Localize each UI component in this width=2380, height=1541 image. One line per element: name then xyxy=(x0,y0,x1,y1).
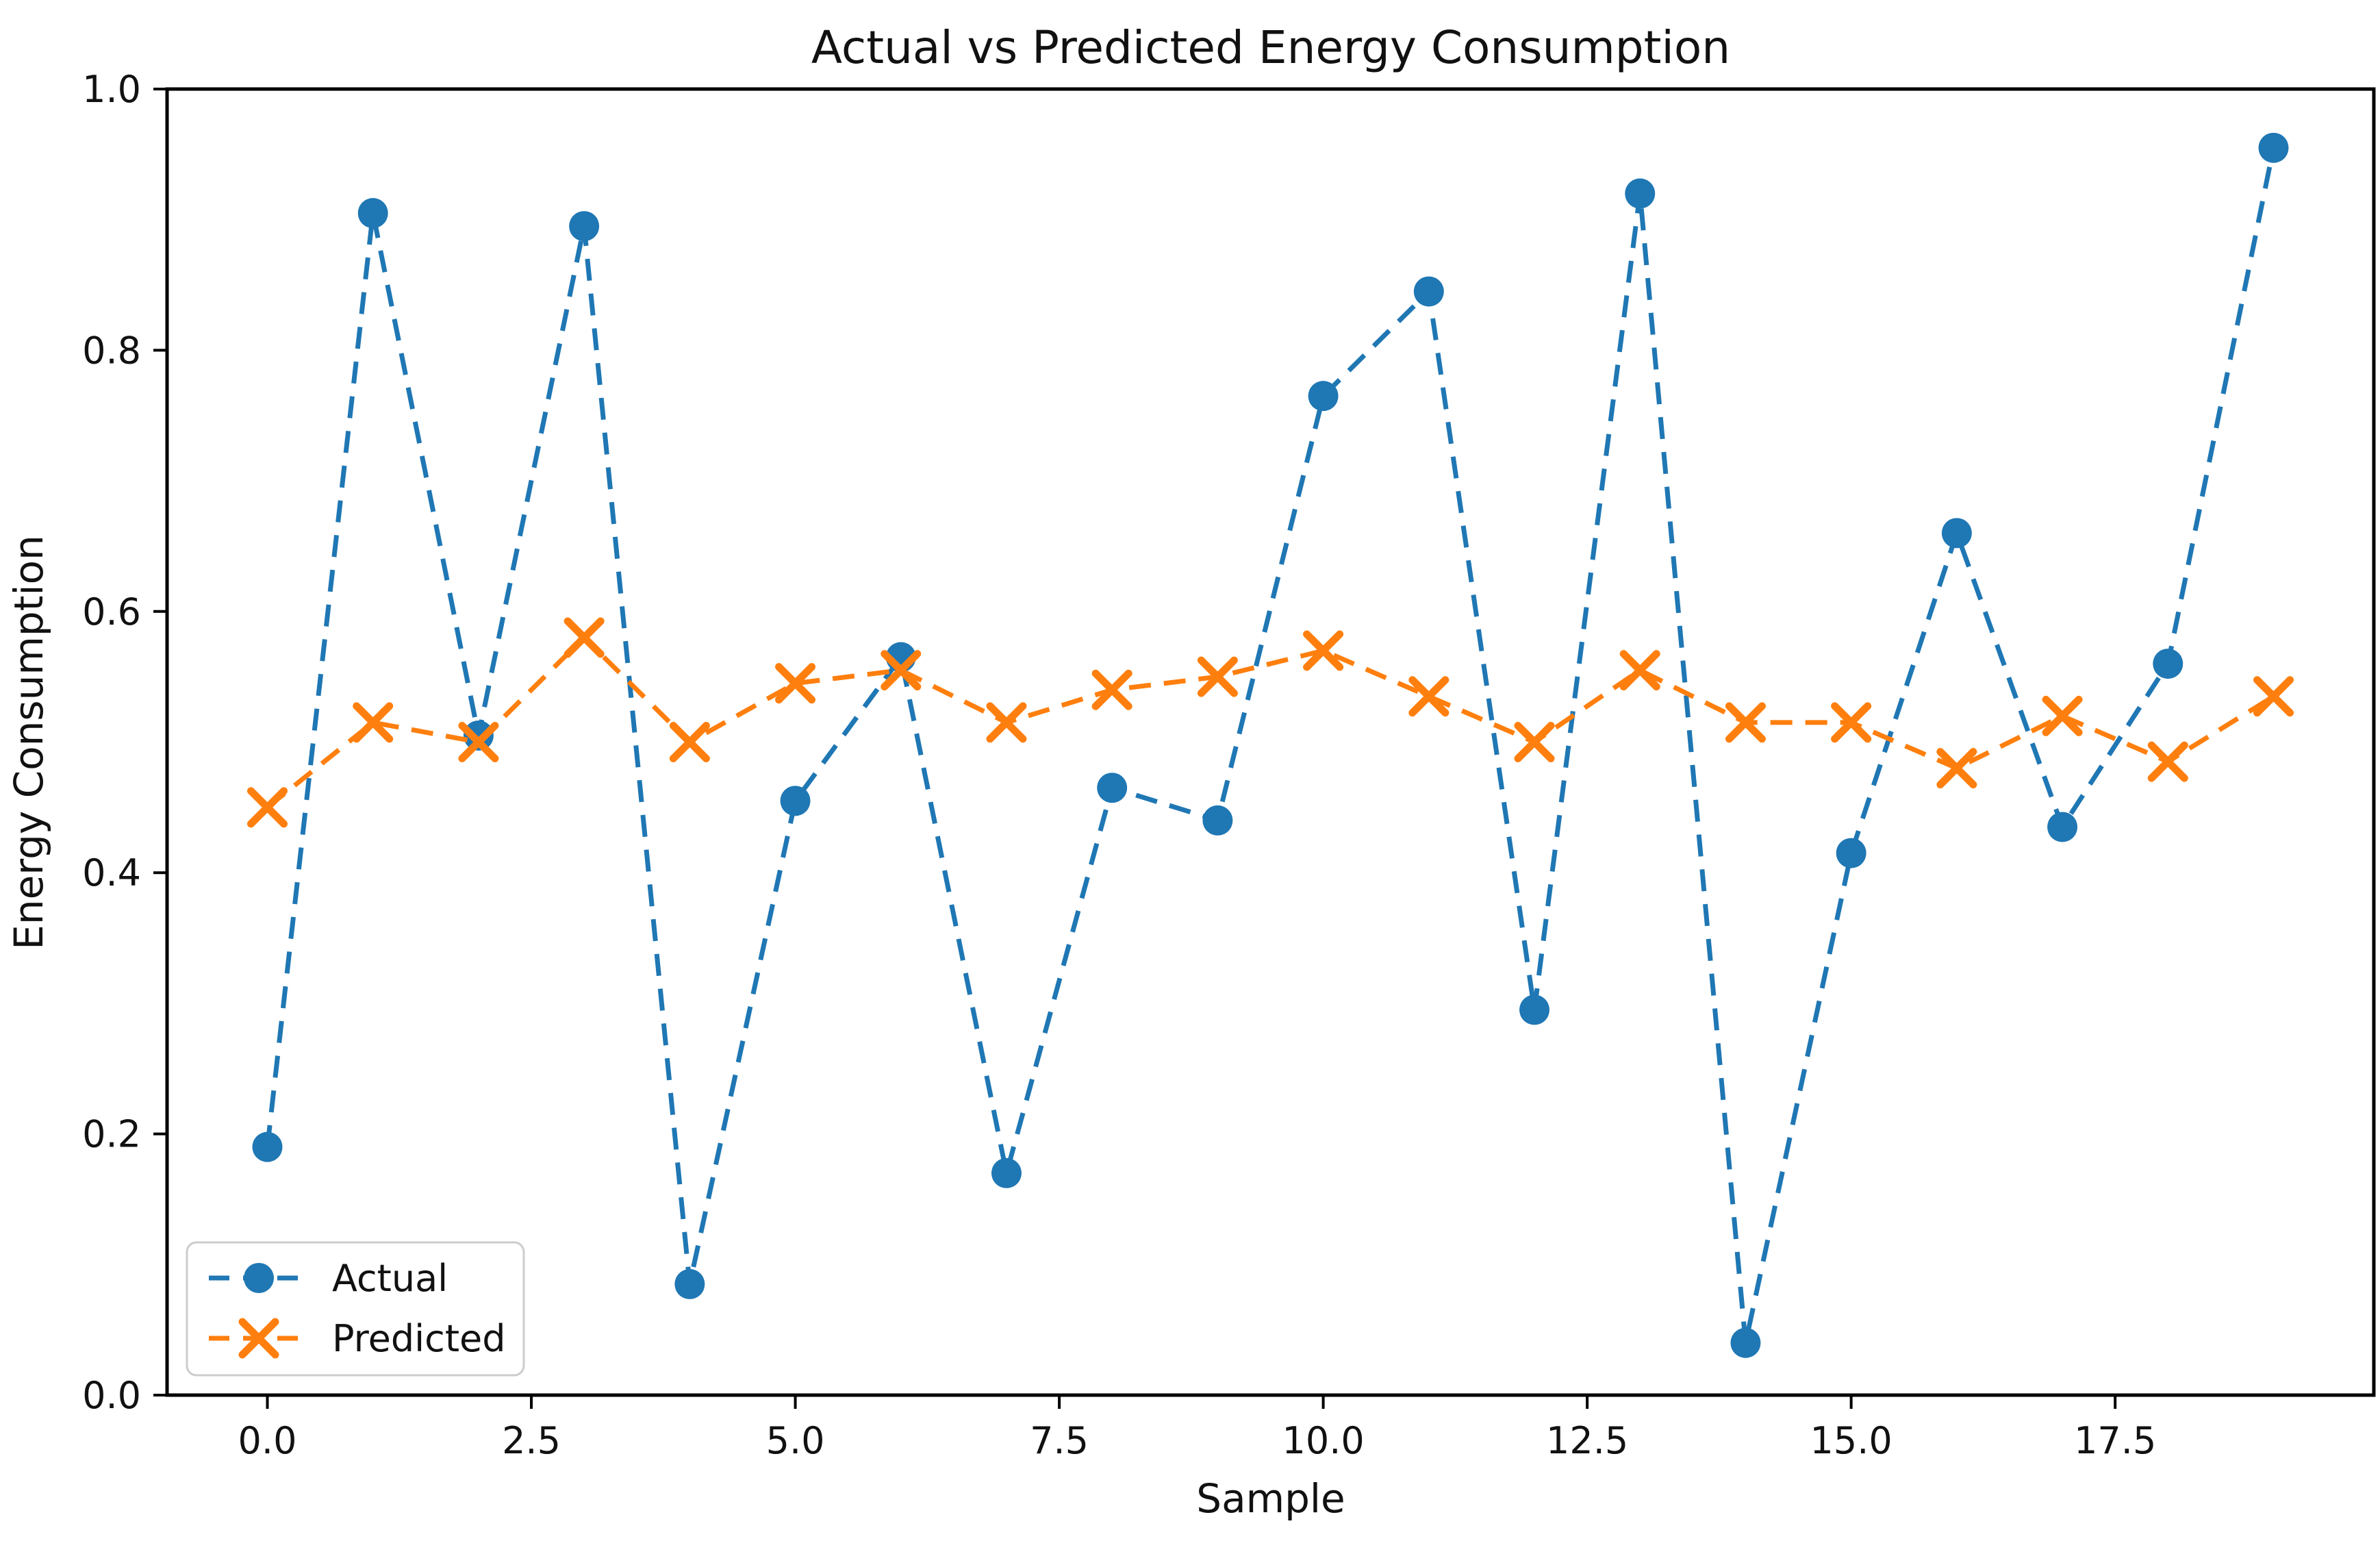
legend-entry-predicted: Predicted xyxy=(209,1317,506,1360)
data-point-actual xyxy=(1097,773,1128,803)
series-line-actual xyxy=(265,147,2276,1344)
plot-background xyxy=(167,89,2374,1395)
data-point-actual xyxy=(1941,518,1972,549)
series-predicted xyxy=(247,617,2294,828)
x-tick-label: 17.5 xyxy=(2074,1419,2156,1462)
legend-label: Predicted xyxy=(332,1317,506,1360)
data-point-predicted xyxy=(1408,676,1449,717)
data-point-predicted xyxy=(1514,722,1555,762)
data-point-predicted xyxy=(1619,650,1660,691)
data-point-actual xyxy=(1413,276,1444,307)
legend: Actual Predicted xyxy=(186,1241,525,1377)
data-point-predicted xyxy=(2147,741,2188,782)
data-point-actual xyxy=(1519,994,1550,1025)
data-point-actual xyxy=(1730,1327,1761,1358)
data-point-predicted xyxy=(1725,702,1766,743)
series-actual xyxy=(252,132,2289,1358)
data-point-actual xyxy=(1202,805,1233,836)
x-tick-label: 10.0 xyxy=(1282,1419,1364,1462)
data-point-predicted xyxy=(669,722,710,762)
data-point-legend-predicted xyxy=(238,1318,279,1359)
data-point-actual xyxy=(674,1268,705,1299)
data-point-actual xyxy=(1836,838,1866,868)
axes-layer: 0.0 2.5 5.0 7.5 10.0 12.5 15.0 17.5 0.0 0.2 0.4 0.6… xyxy=(82,68,2376,1462)
legend-entry-actual: Actual xyxy=(209,1257,448,1300)
data-point-predicted xyxy=(2253,676,2294,717)
y-tick-label: 0.4 xyxy=(82,851,141,894)
data-point-predicted xyxy=(353,702,394,743)
data-point-legend-actual xyxy=(244,1263,274,1293)
data-point-actual xyxy=(569,211,600,242)
data-point-predicted xyxy=(1831,702,1872,743)
data-point-predicted xyxy=(1936,748,1977,789)
axes-background xyxy=(167,89,2374,1395)
data-point-actual xyxy=(252,1131,283,1162)
data-point-predicted xyxy=(458,722,499,762)
data-point-predicted xyxy=(1091,669,1132,710)
data-point-actual xyxy=(2258,132,2289,163)
legend-label: Actual xyxy=(332,1257,448,1300)
data-point-predicted xyxy=(1303,630,1344,671)
x-tick-label: 5.0 xyxy=(766,1419,825,1462)
data-point-actual xyxy=(1625,178,1656,209)
data-point-predicted xyxy=(881,650,922,691)
data-point-actual xyxy=(780,786,811,816)
x-tick-label: 12.5 xyxy=(1546,1419,1628,1462)
y-tick-label: 0.0 xyxy=(82,1374,141,1417)
data-point-actual xyxy=(463,720,494,751)
y-tick-label: 0.2 xyxy=(82,1113,141,1156)
data-point-actual xyxy=(2047,812,2078,842)
series-line-predicted xyxy=(266,634,2275,810)
y-axis-label: Energy Consumption xyxy=(5,535,52,950)
chart-title: Actual vs Predicted Energy Consumption xyxy=(811,21,1730,74)
data-point-predicted xyxy=(986,702,1027,743)
data-point-actual xyxy=(357,198,388,229)
y-tick-label: 0.6 xyxy=(82,590,141,634)
series-layer xyxy=(247,132,2294,1358)
x-tick-label: 15.0 xyxy=(1810,1419,1892,1462)
y-tick-label: 0.8 xyxy=(82,329,141,372)
data-point-actual xyxy=(2153,649,2183,679)
axes-spines xyxy=(165,87,2376,1397)
x-tick-label: 0.0 xyxy=(238,1419,297,1462)
x-tick-label: 2.5 xyxy=(502,1419,561,1462)
x-axis-label: Sample xyxy=(1196,1475,1345,1522)
data-point-predicted xyxy=(564,617,605,658)
data-point-predicted xyxy=(2042,695,2083,736)
data-point-predicted xyxy=(1197,656,1238,697)
data-point-actual xyxy=(991,1157,1022,1188)
data-point-predicted xyxy=(247,787,288,828)
x-tick-label: 7.5 xyxy=(1030,1419,1089,1462)
data-point-predicted xyxy=(775,663,816,704)
y-tick-label: 1.0 xyxy=(82,68,141,111)
data-point-actual xyxy=(1308,381,1339,412)
